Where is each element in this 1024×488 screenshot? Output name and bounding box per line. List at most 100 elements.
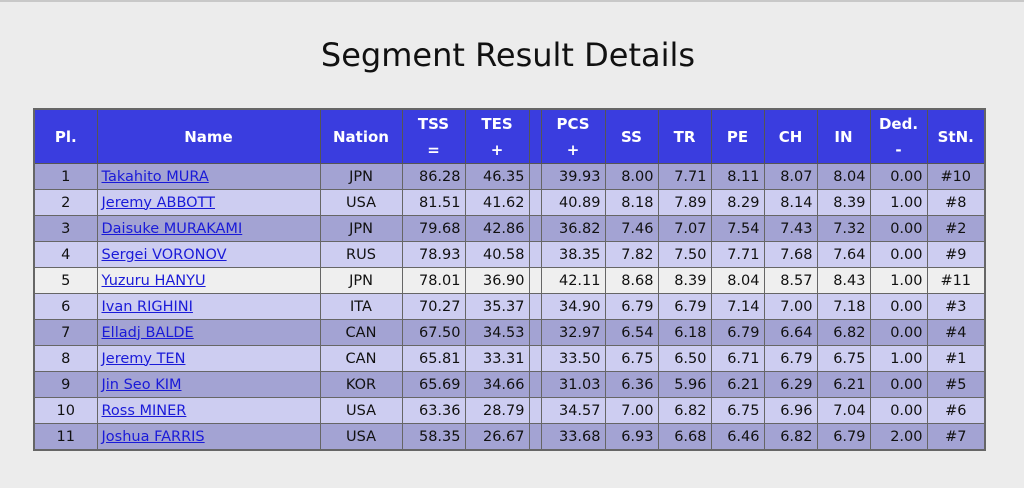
skater-link[interactable]: Jeremy ABBOTT xyxy=(101,194,216,211)
header-nation: Nation xyxy=(319,108,403,164)
cell-name: Elladj BALDE xyxy=(96,319,321,346)
table-row: 1 Takahito MURA JPN 86.28 46.35 39.93 8.… xyxy=(33,163,986,190)
cell-ss: 7.46 xyxy=(604,215,659,242)
header-pe: PE xyxy=(710,108,765,164)
cell-stn: #8 xyxy=(926,189,986,216)
cell-in: 7.18 xyxy=(816,293,871,320)
cell-pe: 6.21 xyxy=(710,371,765,398)
cell-pe: 7.14 xyxy=(710,293,765,320)
cell-spacer xyxy=(528,345,542,372)
cell-ch: 7.43 xyxy=(763,215,818,242)
cell-pcs: 42.11 xyxy=(540,267,606,294)
skater-link[interactable]: Yuzuru HANYU xyxy=(101,272,206,289)
cell-tr: 6.82 xyxy=(657,397,712,424)
skater-link[interactable]: Elladj BALDE xyxy=(101,324,194,341)
header-ss: SS xyxy=(604,108,659,164)
cell-ch: 7.68 xyxy=(763,241,818,268)
table-row: 2 Jeremy ABBOTT USA 81.51 41.62 40.89 8.… xyxy=(33,189,986,216)
cell-tss: 58.35 xyxy=(401,423,466,451)
cell-tes: 35.37 xyxy=(464,293,530,320)
cell-nation: JPN xyxy=(319,215,403,242)
cell-name: Jeremy TEN xyxy=(96,345,321,372)
cell-in: 8.43 xyxy=(816,267,871,294)
cell-pcs: 32.97 xyxy=(540,319,606,346)
top-divider xyxy=(0,0,1024,2)
cell-pcs: 38.35 xyxy=(540,241,606,268)
table-row: 3 Daisuke MURAKAMI JPN 79.68 42.86 36.82… xyxy=(33,215,986,242)
table-row: 7 Elladj BALDE CAN 67.50 34.53 32.97 6.5… xyxy=(33,319,986,346)
cell-ss: 8.68 xyxy=(604,267,659,294)
cell-tss: 86.28 xyxy=(401,163,466,190)
header-pcs: PCS + xyxy=(540,108,606,164)
table-row: 6 Ivan RIGHINI ITA 70.27 35.37 34.90 6.7… xyxy=(33,293,986,320)
cell-tr: 6.68 xyxy=(657,423,712,451)
cell-ss: 6.93 xyxy=(604,423,659,451)
cell-pe: 8.29 xyxy=(710,189,765,216)
table-row: 9 Jin Seo KIM KOR 65.69 34.66 31.03 6.36… xyxy=(33,371,986,398)
skater-link[interactable]: Daisuke MURAKAMI xyxy=(101,220,243,237)
cell-spacer xyxy=(528,319,542,346)
table-row: 10 Ross MINER USA 63.36 28.79 34.57 7.00… xyxy=(33,397,986,424)
skater-link[interactable]: Joshua FARRIS xyxy=(101,428,205,445)
cell-spacer xyxy=(528,371,542,398)
cell-stn: #5 xyxy=(926,371,986,398)
cell-name: Joshua FARRIS xyxy=(96,423,321,451)
cell-ded: 1.00 xyxy=(869,267,928,294)
skater-link[interactable]: Jeremy TEN xyxy=(101,350,186,367)
cell-tr: 5.96 xyxy=(657,371,712,398)
cell-ded: 0.00 xyxy=(869,241,928,268)
skater-link[interactable]: Takahito MURA xyxy=(101,168,209,185)
cell-nation: USA xyxy=(319,397,403,424)
cell-ch: 8.07 xyxy=(763,163,818,190)
skater-link[interactable]: Ivan RIGHINI xyxy=(101,298,193,315)
cell-tr: 7.89 xyxy=(657,189,712,216)
cell-spacer xyxy=(528,189,542,216)
cell-name: Jin Seo KIM xyxy=(96,371,321,398)
cell-nation: JPN xyxy=(319,163,403,190)
cell-pcs: 31.03 xyxy=(540,371,606,398)
cell-ded: 1.00 xyxy=(869,189,928,216)
skater-link[interactable]: Jin Seo KIM xyxy=(101,376,182,393)
cell-in: 7.64 xyxy=(816,241,871,268)
cell-spacer xyxy=(528,215,542,242)
cell-in: 6.79 xyxy=(816,423,871,451)
header-ded-label: Ded. xyxy=(878,114,919,133)
header-ch: CH xyxy=(763,108,818,164)
cell-pe: 6.79 xyxy=(710,319,765,346)
skater-link[interactable]: Ross MINER xyxy=(101,402,187,419)
cell-tes: 41.62 xyxy=(464,189,530,216)
cell-place: 8 xyxy=(33,345,98,372)
cell-ded: 1.00 xyxy=(869,345,928,372)
cell-ch: 6.82 xyxy=(763,423,818,451)
cell-ded: 0.00 xyxy=(869,293,928,320)
cell-nation: JPN xyxy=(319,267,403,294)
cell-pcs: 39.93 xyxy=(540,163,606,190)
header-spacer xyxy=(528,108,542,164)
skater-link[interactable]: Sergei VORONOV xyxy=(101,246,227,263)
table-row: 11 Joshua FARRIS USA 58.35 26.67 33.68 6… xyxy=(33,423,986,451)
cell-place: 3 xyxy=(33,215,98,242)
cell-nation: USA xyxy=(319,423,403,451)
header-place: Pl. xyxy=(33,108,98,164)
cell-name: Ross MINER xyxy=(96,397,321,424)
cell-place: 2 xyxy=(33,189,98,216)
cell-nation: ITA xyxy=(319,293,403,320)
cell-place: 5 xyxy=(33,267,98,294)
cell-tr: 7.07 xyxy=(657,215,712,242)
cell-ded: 0.00 xyxy=(869,319,928,346)
cell-pcs: 34.57 xyxy=(540,397,606,424)
cell-pe: 8.04 xyxy=(710,267,765,294)
table-row: 4 Sergei VORONOV RUS 78.93 40.58 38.35 7… xyxy=(33,241,986,268)
cell-stn: #6 xyxy=(926,397,986,424)
header-pcs-sub: + xyxy=(566,140,580,159)
cell-name: Daisuke MURAKAMI xyxy=(96,215,321,242)
cell-tes: 33.31 xyxy=(464,345,530,372)
cell-pcs: 34.90 xyxy=(540,293,606,320)
cell-tes: 36.90 xyxy=(464,267,530,294)
cell-name: Takahito MURA xyxy=(96,163,321,190)
cell-ch: 7.00 xyxy=(763,293,818,320)
header-name: Name xyxy=(96,108,321,164)
cell-tes: 28.79 xyxy=(464,397,530,424)
cell-tes: 40.58 xyxy=(464,241,530,268)
cell-ss: 7.82 xyxy=(604,241,659,268)
